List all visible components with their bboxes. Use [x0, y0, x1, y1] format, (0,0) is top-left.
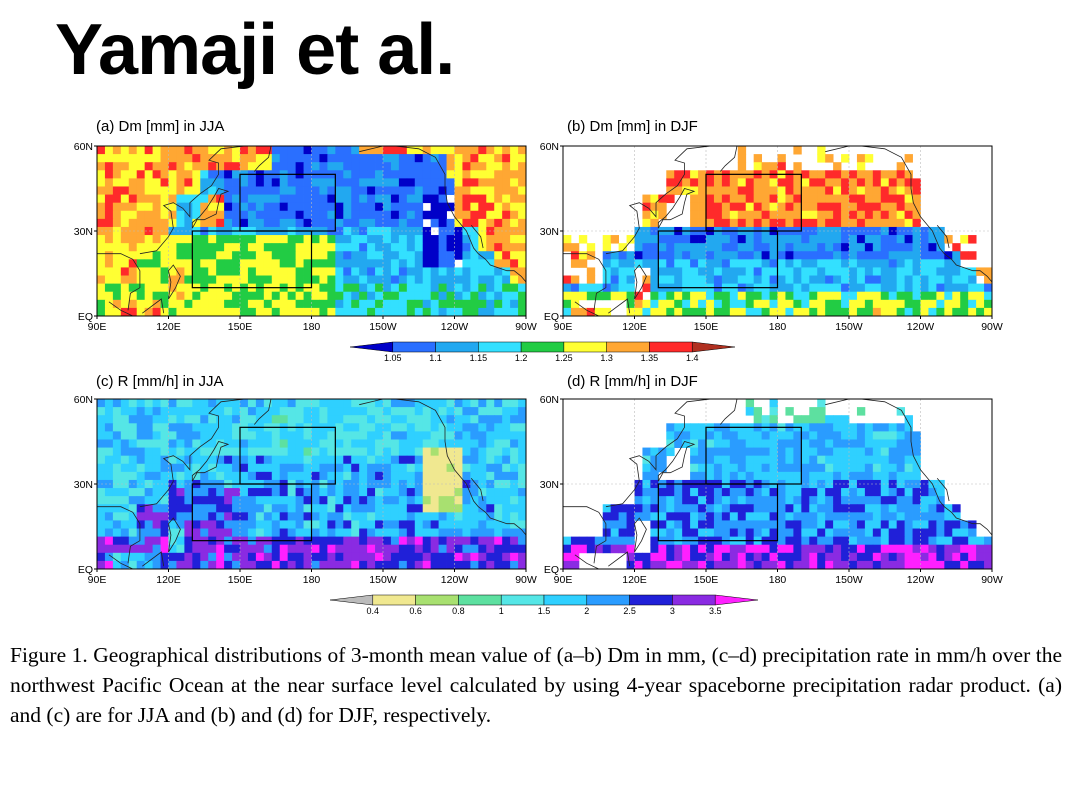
cbar-dm-swatch-4: [520, 341, 565, 353]
cbar-r-swatch-6: [586, 594, 630, 606]
panel-c-xtick-2: 150E: [228, 574, 253, 586]
panel-b-xtick-2: 150E: [694, 321, 719, 333]
cbar-dm-swatch-0: [349, 341, 394, 353]
panel-c-xtick-1: 120E: [156, 574, 181, 586]
panel-b-xtick-4: 150W: [835, 321, 863, 333]
panel-a-ytick-0: 60N: [74, 141, 93, 153]
cbar-dm-swatch-2: [435, 341, 479, 353]
panel-d-ytick-2: EQ: [544, 564, 559, 576]
cbar-r-label-2: 0.8: [452, 606, 465, 616]
cbar-r-swatch-1: [372, 594, 416, 606]
panel-c-ytick-0: 60N: [74, 394, 93, 406]
panel-a-xtick-0: 90E: [88, 321, 107, 333]
cbar-dm-label-0: 1.05: [384, 353, 402, 363]
colorbar-dm: 1.05 1.1 1.15 1.2 1.25 1.3 1.35 1.4: [349, 341, 736, 363]
panel-d-xtick-3: 180: [769, 574, 787, 586]
panel-a-xtick-3: 180: [303, 321, 321, 333]
cbar-dm-swatch-7: [649, 341, 693, 353]
cbar-r-swatch-4: [500, 594, 545, 606]
panel-a-xtick-5: 120W: [441, 321, 469, 333]
cbar-r-label-4: 1.5: [538, 606, 551, 616]
panel-b-xtick-1: 120E: [622, 321, 647, 333]
panel-c-xtick-5: 120W: [441, 574, 469, 586]
cbar-r-label-3: 1: [499, 606, 504, 616]
panel-d-xtick-4: 150W: [835, 574, 863, 586]
cbar-r-swatch-2: [415, 594, 459, 606]
panel-d-xtick-5: 120W: [907, 574, 935, 586]
panel-d-xtick-1: 120E: [622, 574, 647, 586]
panel-b-ytick-2: EQ: [544, 311, 559, 323]
map-panel-c: 90E 120E 150E 180 150W 120W 90W 60N 30N EQ: [74, 394, 537, 586]
panel-b-ytick-0: 60N: [540, 141, 559, 153]
panel-c-xtick-0: 90E: [88, 574, 107, 586]
panel-c-ytick-1: 30N: [74, 479, 93, 491]
cbar-r-label-8: 3.5: [709, 606, 722, 616]
panel-a-xtick-1: 120E: [156, 321, 181, 333]
cbar-r-swatch-7: [629, 594, 673, 606]
slide-title: Yamaji et al.: [55, 10, 455, 90]
cbar-dm-label-6: 1.35: [641, 353, 659, 363]
cbar-r-label-7: 3: [670, 606, 675, 616]
panel-b-xtick-0: 90E: [554, 321, 573, 333]
panel-c-xtick-3: 180: [303, 574, 321, 586]
cbar-dm-swatch-5: [563, 341, 607, 353]
panel-c-xtick-4: 150W: [369, 574, 397, 586]
map-panel-d: 90E 120E 150E 180 150W 120W 90W 60N 30N EQ: [540, 394, 1003, 586]
panel-d-xtick-0: 90E: [554, 574, 573, 586]
panel-a-ytick-1: 30N: [74, 226, 93, 238]
panel-title-b: (b) Dm [mm] in DJF: [567, 118, 698, 135]
panel-b-ytick-1: 30N: [540, 226, 559, 238]
cbar-r-label-1: 0.6: [409, 606, 422, 616]
map-panel-b: 90E 120E 150E 180 150W 120W 90W 60N 30N EQ: [540, 141, 1003, 333]
cbar-dm-label-5: 1.3: [600, 353, 613, 363]
panel-c-xtick-6: 90W: [515, 574, 537, 586]
panel-d-ytick-1: 30N: [540, 479, 559, 491]
cbar-dm-swatch-6: [606, 341, 650, 353]
cbar-dm-label-4: 1.25: [555, 353, 573, 363]
cbar-r-label-0: 0.4: [367, 606, 380, 616]
panel-title-c: (c) R [mm/h] in JJA: [96, 373, 224, 390]
cbar-dm-label-1: 1.1: [429, 353, 442, 363]
cbar-dm-label-7: 1.4: [686, 353, 699, 363]
cbar-r-swatch-9: [714, 594, 759, 606]
map-panel-a: 90E 120E 150E 180 150W 120W 90W 60N 30N EQ: [74, 141, 537, 333]
panel-d-xtick-2: 150E: [694, 574, 719, 586]
cbar-dm-swatch-1: [392, 341, 436, 353]
panel-c-ytick-2: EQ: [78, 564, 93, 576]
cbar-r-swatch-5: [543, 594, 588, 606]
panel-b-xtick-3: 180: [769, 321, 787, 333]
cbar-r-label-6: 2.5: [623, 606, 636, 616]
cbar-dm-label-2: 1.15: [470, 353, 488, 363]
panel-a-xtick-6: 90W: [515, 321, 537, 333]
panel-a-xtick-4: 150W: [369, 321, 397, 333]
panel-title-d: (d) R [mm/h] in DJF: [567, 373, 698, 390]
cbar-dm-label-3: 1.2: [515, 353, 528, 363]
colorbar-r: 0.4 0.6 0.8 1 1.5 2 2.5 3 3.5: [329, 594, 759, 616]
panel-d-ytick-0: 60N: [540, 394, 559, 406]
cbar-r-swatch-8: [672, 594, 716, 606]
panel-a-ytick-2: EQ: [78, 311, 93, 323]
panel-b-xtick-6: 90W: [981, 321, 1003, 333]
cbar-dm-swatch-3: [478, 341, 522, 353]
cbar-r-label-5: 2: [584, 606, 589, 616]
panel-a-xtick-2: 150E: [228, 321, 253, 333]
cbar-r-swatch-3: [458, 594, 502, 606]
figure-caption: Figure 1. Geographical distributions of …: [10, 643, 1062, 727]
panel-b-xtick-5: 120W: [907, 321, 935, 333]
panel-d-xtick-6: 90W: [981, 574, 1003, 586]
cbar-dm-swatch-8: [691, 341, 736, 353]
panel-title-a: (a) Dm [mm] in JJA: [96, 118, 225, 135]
cbar-r-swatch-0: [329, 594, 374, 606]
